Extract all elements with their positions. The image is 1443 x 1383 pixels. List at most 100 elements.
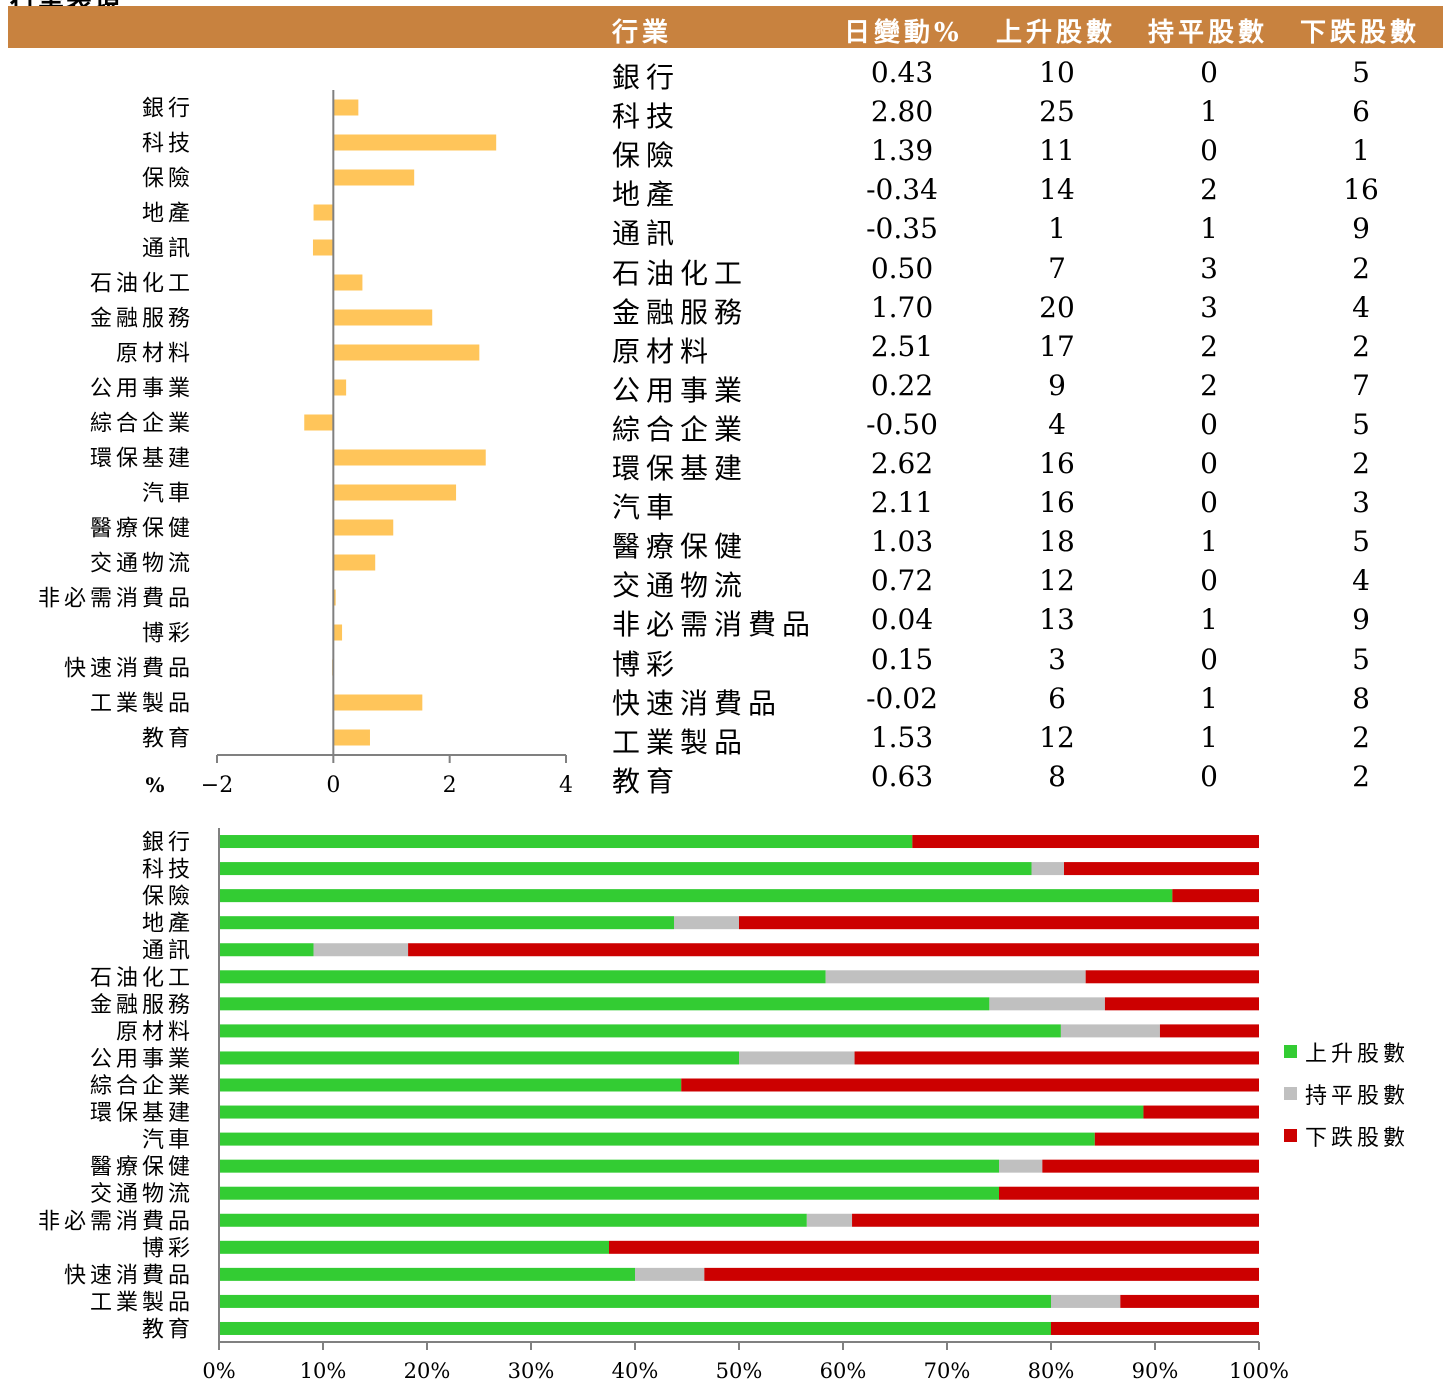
stacked-segment [674, 916, 739, 930]
up-count-cell: 9 [1048, 368, 1066, 402]
category-label: 環保基建 [90, 1101, 194, 1126]
category-label: 汽車 [142, 1128, 194, 1153]
up-count-cell: 8 [1048, 759, 1066, 793]
stacked-segment [1120, 1294, 1259, 1308]
category-label: 保險 [142, 167, 194, 192]
flat-count-cell: 1 [1200, 212, 1218, 246]
table-header-up: 上升股數 [996, 18, 1117, 48]
down-count-cell: 5 [1352, 56, 1370, 89]
stacked-segment [1172, 889, 1259, 903]
up-count-cell: 20 [1039, 290, 1075, 324]
down-count-cell: 2 [1352, 759, 1370, 793]
down-count-cell: 7 [1352, 368, 1370, 402]
stacked-segment [1159, 1024, 1259, 1038]
category-label: 醫療保健 [90, 1155, 194, 1180]
category-label: 科技 [142, 132, 194, 157]
down-count-cell: 2 [1352, 251, 1370, 285]
change-cell: 0.04 [870, 603, 934, 637]
change-cell: -0.02 [866, 681, 938, 715]
x-tick-label: 90% [1132, 1359, 1179, 1383]
stacked-segment [219, 1078, 682, 1092]
category-label: 保險 [142, 885, 194, 910]
stacked-segment [739, 1051, 855, 1065]
stacked-segment [219, 889, 1173, 903]
category-label: 科技 [142, 858, 194, 883]
category-label: 地產 [142, 912, 194, 937]
bar [333, 379, 347, 396]
up-count-cell: 16 [1039, 447, 1075, 480]
bar [333, 484, 457, 501]
flat-count-cell: 0 [1200, 486, 1218, 520]
industry-name-cell: 醫療保健 [612, 530, 749, 564]
category-label: 公用事業 [90, 377, 194, 402]
category-label: 非必需消費品 [38, 1209, 194, 1234]
stacked-segment [681, 1078, 1259, 1092]
category-label: 醫療保健 [90, 517, 194, 542]
stacked-segment [635, 1267, 705, 1281]
down-count-cell: 9 [1352, 603, 1370, 637]
stacked-segment [1104, 997, 1259, 1011]
category-label: 汽車 [142, 482, 194, 507]
up-count-cell: 6 [1048, 681, 1066, 715]
legend-swatch [1284, 1129, 1297, 1142]
stacked-segment [219, 997, 990, 1011]
down-count-cell: 6 [1352, 95, 1370, 129]
flat-count-cell: 2 [1200, 173, 1218, 207]
change-cell: -0.50 [866, 407, 938, 441]
x-tick-label: 80% [1028, 1359, 1075, 1383]
change-cell: 1.03 [870, 525, 934, 559]
change-cell: 1.53 [870, 720, 934, 754]
x-tick-label: 50% [716, 1359, 763, 1383]
bar [333, 624, 343, 641]
x-tick-label: 10% [300, 1359, 347, 1383]
category-label: 石油化工 [90, 966, 194, 991]
category-label: 教育 [142, 727, 194, 752]
up-count-cell: 12 [1039, 564, 1075, 598]
up-count-cell: 4 [1048, 407, 1066, 441]
flat-count-cell: 1 [1200, 525, 1218, 559]
category-label: 交通物流 [90, 1182, 194, 1207]
bar [333, 694, 423, 711]
flat-count-cell: 3 [1200, 290, 1218, 324]
up-count-cell: 17 [1039, 329, 1075, 363]
industry-name-cell: 地產 [612, 178, 681, 212]
stacked-segment [219, 1159, 999, 1173]
stacked-segment [806, 1213, 853, 1227]
category-label: 博彩 [142, 622, 194, 647]
x-tick-label: 100% [1229, 1359, 1289, 1383]
down-count-cell: 5 [1352, 407, 1370, 441]
table-header-industry: 行業 [612, 18, 673, 48]
down-count-cell: 1 [1352, 134, 1370, 168]
bar [304, 414, 334, 431]
up-count-cell: 18 [1039, 525, 1075, 559]
category-label: 快速消費品 [64, 1263, 194, 1288]
change-cell: 0.22 [870, 368, 934, 402]
stacked-segment [219, 1024, 1061, 1038]
up-count-cell: 11 [1039, 134, 1075, 168]
stacked-segment [912, 835, 1259, 849]
stacked-segment [219, 1294, 1051, 1308]
industry-name-cell: 科技 [612, 100, 681, 134]
down-count-cell: 3 [1352, 486, 1370, 520]
flat-count-cell: 0 [1200, 447, 1218, 480]
change-cell: 0.15 [870, 642, 934, 676]
legend-label: 下跌股數 [1305, 1126, 1409, 1151]
industry-name-cell: 教育 [612, 764, 681, 798]
category-label: 環保基建 [90, 447, 194, 472]
flat-count-cell: 0 [1200, 759, 1218, 793]
down-count-cell: 2 [1352, 720, 1370, 754]
legend-label: 持平股數 [1305, 1084, 1409, 1109]
up-count-cell: 10 [1039, 56, 1075, 89]
stacked-segment [825, 970, 1086, 984]
stacked-segment [219, 970, 826, 984]
flat-count-cell: 0 [1200, 407, 1218, 441]
category-label: 綜合企業 [90, 1074, 194, 1099]
stacked-segment [999, 1186, 1259, 1200]
stacked-segment [999, 1159, 1043, 1173]
industry-name-cell: 工業製品 [612, 725, 749, 759]
stacked-segment [1085, 970, 1259, 984]
category-label: 非必需消費品 [38, 587, 194, 612]
bar [333, 274, 363, 291]
up-count-cell: 25 [1039, 95, 1075, 129]
category-label: 工業製品 [90, 1290, 194, 1315]
